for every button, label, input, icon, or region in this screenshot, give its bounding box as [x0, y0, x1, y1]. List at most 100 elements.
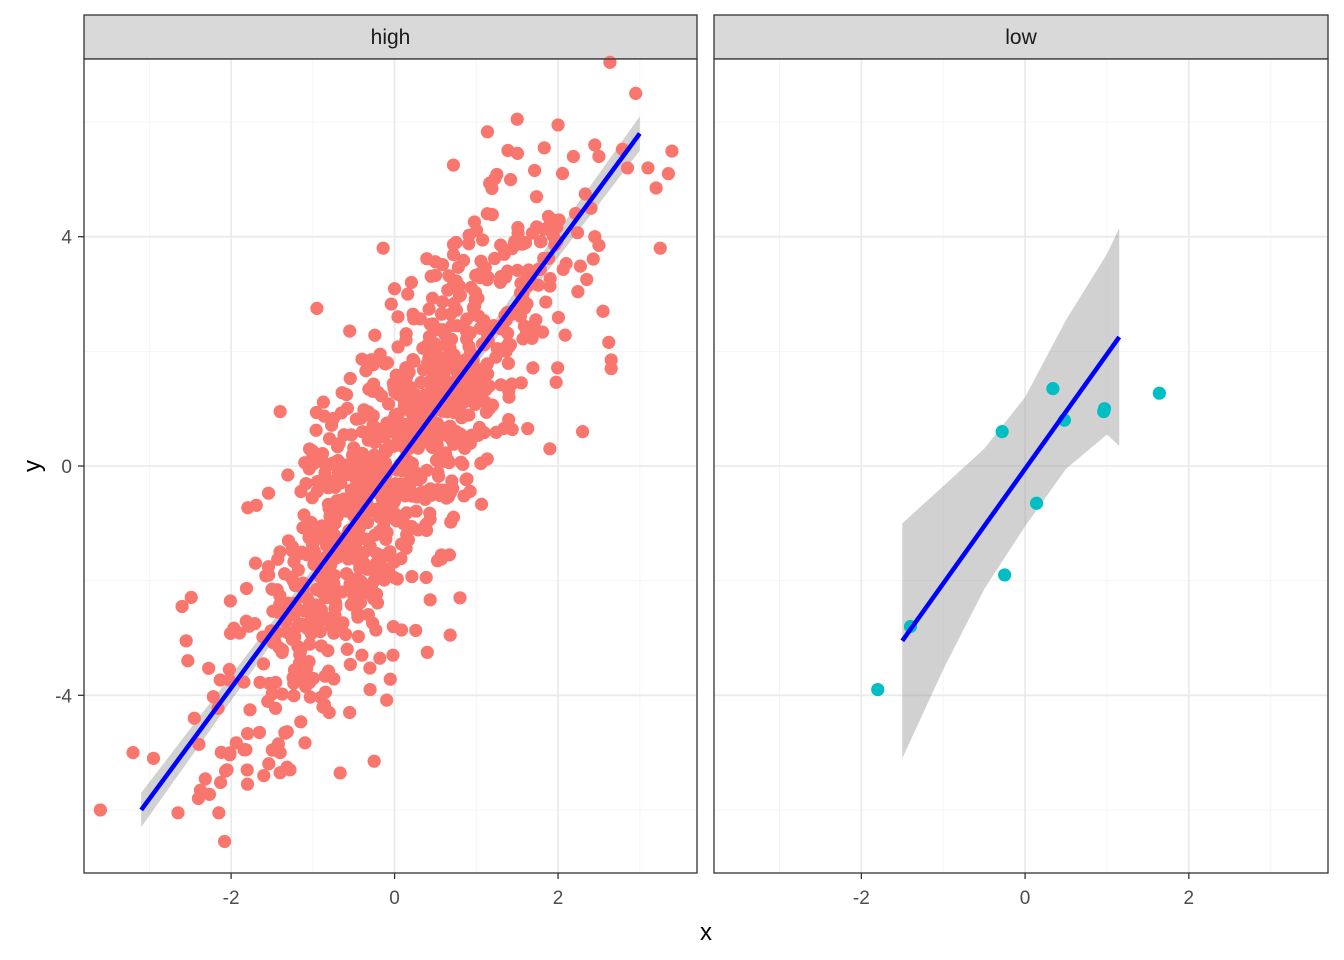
- data-point: [431, 364, 445, 379]
- data-point: [304, 627, 318, 641]
- data-point: [439, 338, 453, 352]
- data-point: [239, 743, 253, 757]
- data-point: [474, 254, 488, 268]
- data-point: [319, 457, 333, 471]
- data-point: [93, 803, 107, 817]
- data-point: [665, 144, 679, 158]
- x-tick-label: 0: [1020, 888, 1031, 909]
- data-point: [303, 637, 317, 651]
- data-point: [488, 251, 502, 266]
- data-point: [604, 353, 618, 367]
- data-point: [500, 264, 515, 278]
- data-point: [387, 380, 401, 395]
- data-point: [485, 208, 499, 222]
- data-point: [179, 634, 193, 648]
- data-point: [374, 389, 389, 403]
- data-point: [462, 408, 476, 422]
- data-point: [257, 768, 271, 783]
- data-point: [369, 623, 383, 637]
- data-point: [227, 621, 241, 635]
- data-point: [588, 230, 602, 244]
- data-point: [420, 645, 434, 659]
- data-point: [661, 167, 675, 181]
- data-point: [321, 664, 336, 678]
- data-point: [435, 306, 449, 321]
- data-point: [287, 555, 301, 569]
- data-point: [485, 398, 500, 412]
- data-point: [310, 301, 324, 315]
- data-point: [384, 297, 398, 311]
- panel-border: [713, 58, 1329, 874]
- data-point: [392, 438, 407, 452]
- data-point: [328, 480, 342, 494]
- data-point: [341, 552, 355, 566]
- data-point: [287, 676, 301, 690]
- data-point: [212, 806, 226, 820]
- data-point: [278, 726, 292, 740]
- data-point: [287, 689, 301, 703]
- data-point: [517, 295, 531, 309]
- data-point: [363, 682, 377, 697]
- data-point: [401, 287, 415, 301]
- data-point: [343, 705, 357, 720]
- data-point: [318, 533, 332, 547]
- data-point: [214, 745, 228, 759]
- regression-line: [900, 335, 1122, 643]
- data-point: [460, 472, 474, 486]
- data-point: [551, 361, 565, 375]
- data-point: [386, 648, 400, 662]
- data-point: [332, 436, 346, 451]
- data-point: [539, 295, 553, 309]
- data-point: [306, 457, 321, 471]
- data-point: [273, 746, 287, 760]
- facet-panel-low: low: [713, 14, 1329, 874]
- data-point: [588, 138, 602, 152]
- data-point: [383, 672, 397, 686]
- data-point: [500, 326, 515, 340]
- regression-line-path: [900, 335, 1122, 643]
- data-point: [420, 252, 434, 266]
- strip-background: [83, 14, 698, 60]
- data-point: [369, 587, 384, 601]
- data-point: [322, 705, 336, 720]
- data-point: [533, 235, 547, 249]
- data-point: [442, 269, 456, 283]
- data-point: [347, 584, 361, 598]
- data-point: [394, 623, 409, 637]
- data-point: [446, 237, 461, 252]
- data-point: [355, 425, 369, 439]
- data-point: [516, 332, 530, 346]
- data-point: [501, 356, 516, 370]
- data-point: [420, 392, 434, 406]
- data-point: [313, 474, 327, 488]
- data-point: [445, 474, 459, 488]
- data-point: [439, 491, 454, 505]
- data-point: [378, 456, 393, 470]
- data-point: [620, 161, 635, 175]
- data-point: [265, 582, 279, 596]
- data-point: [551, 118, 565, 132]
- data-point: [275, 643, 289, 657]
- data-point: [871, 682, 885, 697]
- data-point: [339, 388, 354, 402]
- data-point: [422, 302, 436, 316]
- data-point: [468, 299, 482, 313]
- data-point: [319, 568, 333, 582]
- data-point: [424, 269, 438, 283]
- data-point: [529, 190, 544, 204]
- data-point: [220, 763, 234, 777]
- confidence-band-area: [902, 228, 1120, 759]
- data-point: [566, 149, 580, 164]
- data-point: [474, 497, 489, 511]
- data-point: [126, 746, 140, 760]
- data-point: [415, 485, 430, 499]
- data-point: [467, 215, 482, 229]
- data-point: [409, 623, 423, 638]
- data-point: [405, 569, 419, 584]
- data-point: [526, 361, 540, 375]
- data-point: [423, 506, 437, 520]
- data-point: [446, 510, 461, 524]
- data-point: [357, 586, 371, 600]
- data-point: [326, 511, 340, 525]
- data-point: [556, 262, 570, 276]
